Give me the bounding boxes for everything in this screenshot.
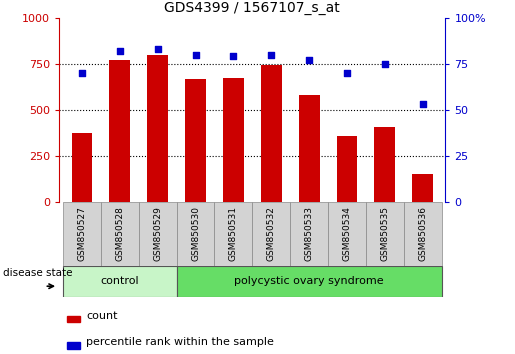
Text: GSM850531: GSM850531 <box>229 206 238 261</box>
Bar <box>404 202 442 266</box>
Bar <box>67 316 80 322</box>
Bar <box>366 202 404 266</box>
Bar <box>72 133 92 202</box>
Bar <box>214 202 252 266</box>
Point <box>381 61 389 67</box>
Point <box>229 53 237 59</box>
Bar <box>261 65 282 202</box>
Text: GSM850533: GSM850533 <box>305 206 314 261</box>
Point <box>153 46 162 52</box>
Text: GSM850527: GSM850527 <box>77 206 87 261</box>
Bar <box>101 202 139 266</box>
Point <box>78 70 86 76</box>
Bar <box>177 202 214 266</box>
Text: GSM850536: GSM850536 <box>418 206 427 261</box>
Point <box>116 48 124 54</box>
Text: GSM850528: GSM850528 <box>115 206 124 261</box>
Point <box>305 57 313 63</box>
Point <box>419 101 427 107</box>
Bar <box>328 202 366 266</box>
Text: disease state: disease state <box>3 268 73 279</box>
Bar <box>185 79 206 202</box>
Text: percentile rank within the sample: percentile rank within the sample <box>87 337 274 347</box>
Bar <box>63 266 177 297</box>
Point <box>343 70 351 76</box>
Text: GSM850532: GSM850532 <box>267 206 276 261</box>
Point <box>192 52 200 57</box>
Title: GDS4399 / 1567107_s_at: GDS4399 / 1567107_s_at <box>164 1 340 15</box>
Text: GSM850535: GSM850535 <box>381 206 389 261</box>
Bar <box>337 136 357 202</box>
Text: GSM850530: GSM850530 <box>191 206 200 261</box>
Text: count: count <box>87 311 118 321</box>
Bar <box>374 127 396 202</box>
Bar <box>223 79 244 202</box>
Bar <box>252 202 290 266</box>
Bar <box>290 202 328 266</box>
Bar <box>147 55 168 202</box>
Bar <box>177 266 442 297</box>
Bar <box>299 95 320 202</box>
Bar <box>109 60 130 202</box>
Bar <box>413 174 433 202</box>
Bar <box>139 202 177 266</box>
Text: control: control <box>100 276 139 286</box>
Text: GSM850534: GSM850534 <box>342 206 352 261</box>
Bar <box>63 202 101 266</box>
Text: GSM850529: GSM850529 <box>153 206 162 261</box>
Point <box>267 52 276 57</box>
Text: polycystic ovary syndrome: polycystic ovary syndrome <box>234 276 384 286</box>
Bar <box>67 342 80 349</box>
